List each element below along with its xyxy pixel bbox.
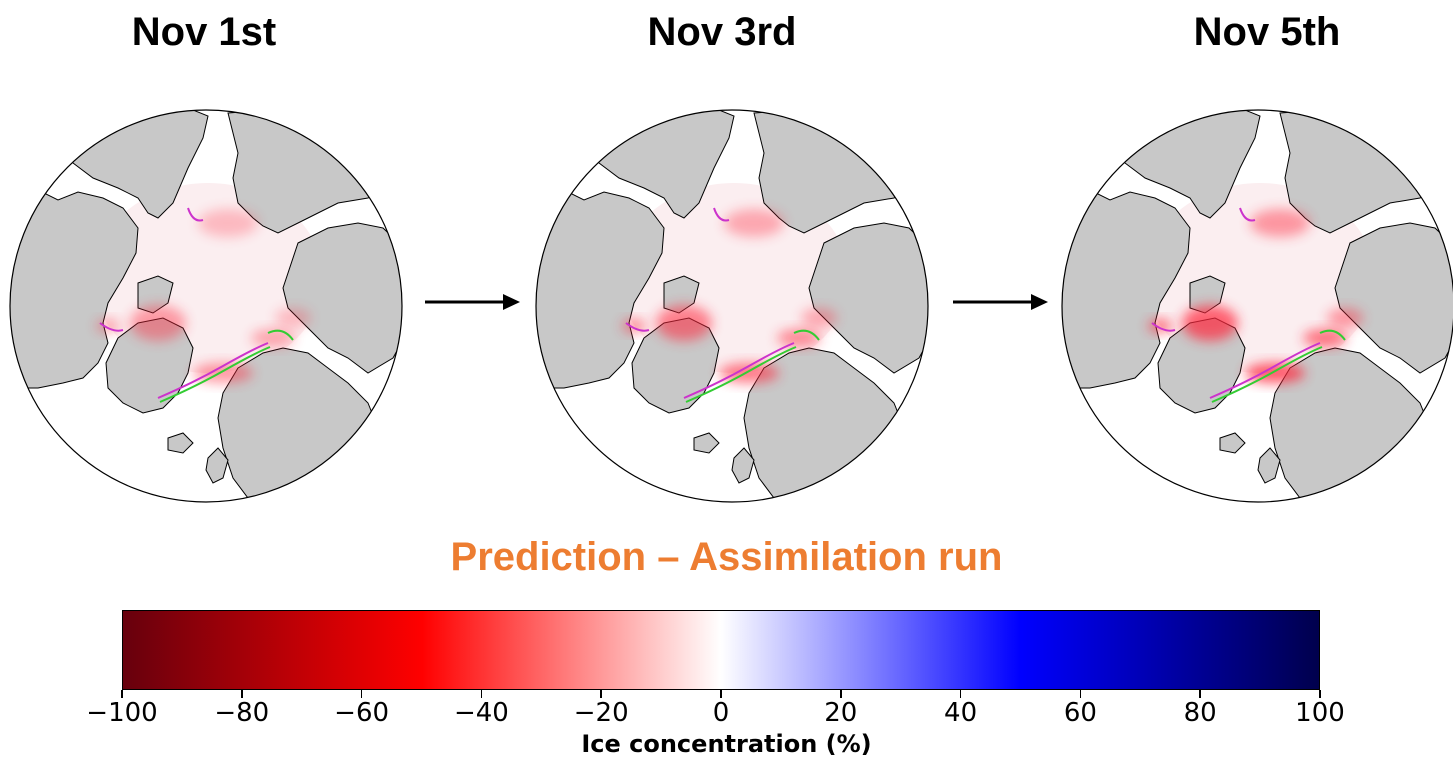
land-mass (693, 432, 720, 454)
arctic-map-svg (535, 109, 929, 503)
ice-anomaly (656, 305, 712, 341)
colorbar-tick-mark (121, 690, 123, 698)
land-mass (205, 447, 229, 484)
colorbar-tick-label: 80 (1183, 698, 1217, 728)
colorbar-tick-label: 40 (944, 698, 978, 728)
colorbar-tick-label: −20 (573, 698, 629, 728)
land-mass (663, 275, 700, 314)
land-mass (137, 275, 174, 314)
ice-anomaly (251, 329, 295, 347)
map-boundary (1061, 109, 1453, 503)
arrow-right-icon (425, 290, 520, 314)
panel-title-3: Nov 5th (1193, 10, 1341, 54)
ice-edge-contour (159, 346, 271, 403)
ice-edge-contour (1209, 342, 1321, 399)
ice-edge-contour (267, 329, 294, 341)
arctic-map-nov-1 (8, 108, 404, 504)
colorbar-tick-mark (600, 690, 602, 698)
panel-title-2: Nov 3rd (647, 10, 797, 54)
map-boundary (9, 109, 403, 503)
colorbar-tick-mark (720, 690, 722, 698)
ice-anomaly (719, 363, 779, 383)
land-mass (1219, 432, 1246, 454)
land-mass (1062, 189, 1191, 389)
ice-edge-contour (1211, 346, 1323, 403)
ice-anomaly (777, 329, 821, 347)
colorbar-tick-label: 20 (824, 698, 858, 728)
ice-edge-contour (1239, 207, 1256, 222)
ice-anomaly (193, 363, 253, 383)
colorbar-tick-mark (840, 690, 842, 698)
ice-edge-contour (187, 207, 204, 222)
ice-anomaly (724, 209, 784, 237)
map-boundary (535, 109, 929, 503)
ice-edge-contour (793, 329, 820, 341)
colorbar-tick-label: −40 (453, 698, 509, 728)
colorbar-tick-mark (360, 690, 363, 698)
ice-edge-contour (1319, 329, 1346, 341)
colorbar (122, 610, 1320, 690)
ice-edge-contour (683, 342, 795, 399)
arctic-map-svg (1061, 109, 1453, 503)
colorbar-tick-mark (959, 690, 962, 698)
land-mass (536, 189, 665, 389)
colorbar-tick-label: 60 (1063, 698, 1097, 728)
ice-anomaly (1303, 329, 1347, 347)
ice-anomaly (130, 305, 186, 341)
colorbar-label: Ice concentration (%) (581, 730, 872, 758)
land-mass (1189, 275, 1226, 314)
ice-edge-contour (685, 346, 797, 403)
colorbar-tick-label: −100 (86, 698, 158, 728)
ice-edge-contour (157, 342, 269, 399)
figure-subtitle: Prediction – Assimilation run (450, 535, 1003, 579)
panel-title-1: Nov 1st (131, 10, 277, 54)
colorbar-tick-mark (480, 690, 483, 698)
ice-anomaly (275, 308, 311, 328)
land-mass (10, 189, 139, 389)
ice-edge-contour (625, 322, 650, 332)
land-mass (731, 447, 755, 484)
colorbar-tick-mark (1199, 690, 1201, 698)
arctic-map-svg (9, 109, 403, 503)
colorbar-tick-label: 100 (1295, 698, 1345, 728)
arctic-map-nov-5 (1060, 108, 1453, 504)
arrow-right-icon (953, 290, 1048, 314)
ice-anomaly (198, 209, 258, 237)
arctic-map-nov-3 (534, 108, 930, 504)
colorbar-ticks: −100 −80 −60 −40 −20 0 20 40 60 80 100 (0, 690, 1453, 730)
ice-anomaly (1327, 308, 1363, 328)
ice-edge-contour (713, 207, 730, 222)
colorbar-tick-mark (1319, 690, 1321, 698)
ice-anomaly (1250, 209, 1310, 237)
ice-anomaly (801, 308, 837, 328)
land-mass (1257, 447, 1281, 484)
ice-edge-contour (99, 322, 124, 332)
ice-anomaly (1182, 305, 1238, 341)
colorbar-tick-label: −80 (214, 698, 270, 728)
ice-anomaly (1245, 363, 1305, 383)
colorbar-tick-mark (1079, 690, 1082, 698)
land-mass (167, 432, 194, 454)
colorbar-tick-label: 0 (712, 698, 730, 728)
colorbar-tick-mark (241, 690, 243, 698)
colorbar-tick-label: −60 (334, 698, 390, 728)
ice-edge-contour (1151, 322, 1176, 332)
